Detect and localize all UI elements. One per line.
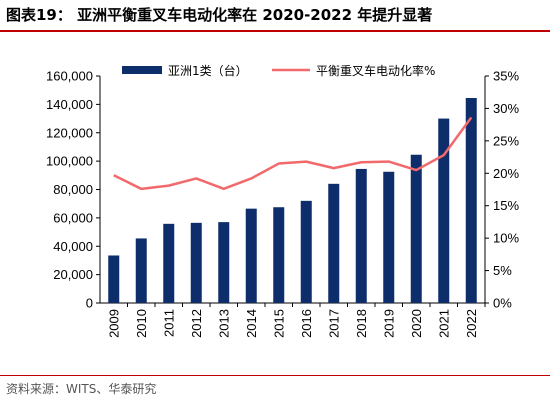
y-right-tick-label: 5% [493, 263, 512, 278]
bar [438, 118, 450, 303]
x-tick-label: 2016 [299, 309, 314, 338]
y-right-tick-label: 25% [493, 133, 519, 148]
x-tick-label: 2015 [271, 309, 286, 338]
x-tick-label: 2014 [244, 309, 259, 338]
y-left-tick-label: 40,000 [53, 239, 93, 254]
bar [383, 171, 395, 303]
bar [273, 207, 285, 303]
legend-label-line: 平衡重叉车电动化率% [316, 63, 435, 78]
y-right-tick-label: 35% [493, 69, 519, 84]
x-tick-label: 2022 [464, 309, 479, 338]
x-tick-label: 2011 [161, 309, 176, 337]
y-left-tick-label: 60,000 [53, 210, 93, 225]
y-left-tick-label: 100,000 [46, 154, 93, 169]
x-tick-label: 2012 [189, 309, 204, 338]
x-tick-label: 2019 [381, 309, 396, 338]
legend-label-bar: 亚洲1类（台） [168, 63, 248, 78]
legend-swatch-bar [122, 66, 162, 74]
bar [328, 183, 340, 303]
y-left-tick-label: 140,000 [46, 97, 93, 112]
y-left-tick-label: 120,000 [46, 125, 93, 140]
x-tick-label: 2021 [436, 309, 451, 338]
x-tick-label: 2018 [354, 309, 369, 338]
bar [218, 222, 230, 303]
y-left-tick-label: 160,000 [46, 69, 93, 84]
x-tick-label: 2009 [106, 309, 121, 338]
bar [300, 200, 312, 303]
y-right-tick-label: 10% [493, 231, 519, 246]
y-right-tick-label: 30% [493, 101, 519, 116]
bar [245, 208, 257, 303]
x-tick-label: 2010 [134, 309, 149, 338]
bar [190, 222, 202, 303]
x-tick-label: 2020 [409, 309, 424, 338]
bar [410, 154, 422, 303]
rate-line [113, 116, 473, 191]
y-right-tick-label: 20% [493, 166, 519, 181]
bar [163, 223, 175, 303]
x-tick-label: 2013 [216, 309, 231, 338]
title-divider [0, 30, 550, 32]
y-right-tick-label: 0% [493, 296, 512, 311]
source-divider [0, 375, 550, 376]
x-tick-label: 2017 [326, 309, 341, 338]
y-right-tick-label: 15% [493, 198, 519, 213]
bar [465, 97, 477, 303]
bar [355, 168, 367, 303]
page-title: 图表19： 亚洲平衡重叉车电动化率在 2020-2022 年提升显著 [6, 6, 433, 24]
y-left-tick-label: 20,000 [53, 267, 93, 282]
bar [108, 255, 120, 303]
source-note: 资料来源：WITS、华泰研究 [6, 382, 157, 396]
y-left-tick-label: 0 [86, 296, 93, 311]
y-left-tick-label: 80,000 [53, 182, 93, 197]
bar [135, 238, 147, 303]
